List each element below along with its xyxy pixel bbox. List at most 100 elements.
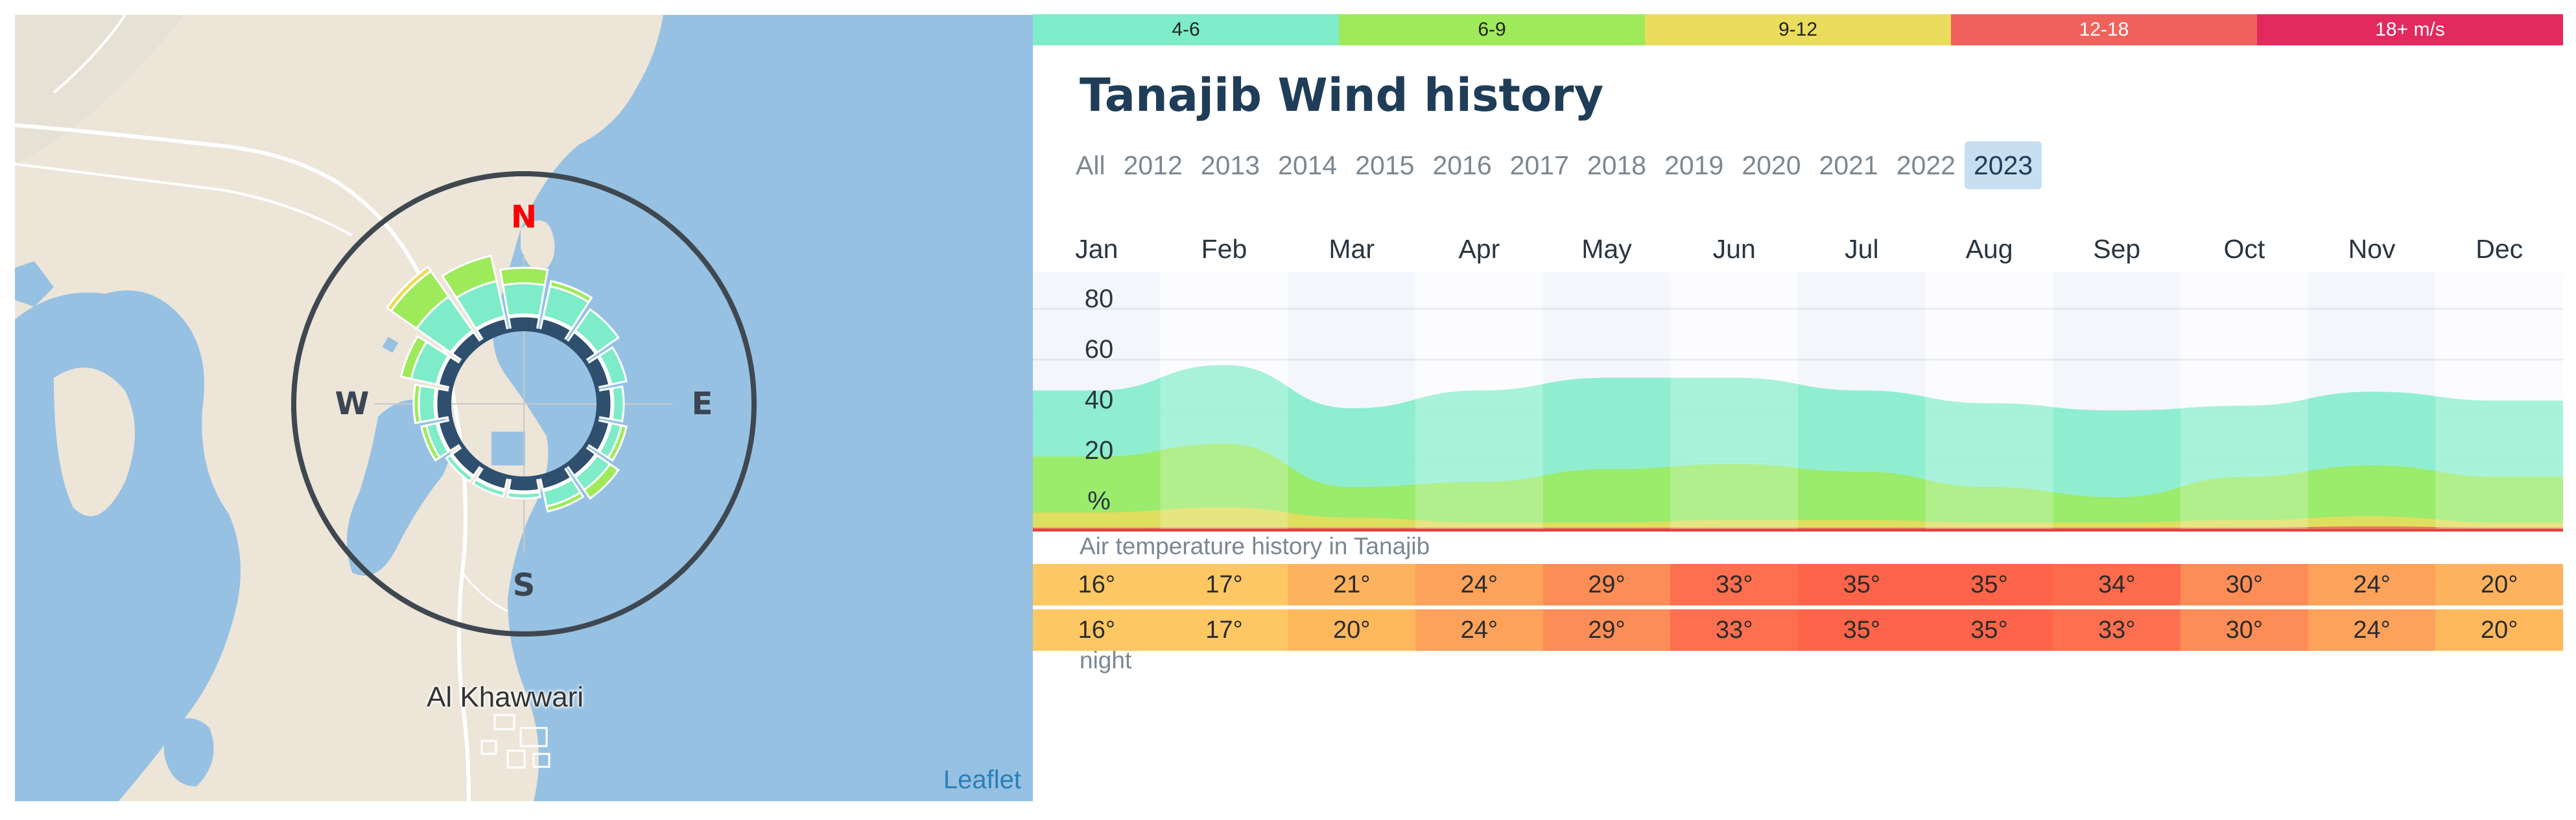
rose-petal-v69 bbox=[549, 279, 593, 304]
day-temp-may: 29° bbox=[1542, 564, 1671, 605]
y-tick-label: 20 bbox=[1085, 436, 1114, 465]
rose-petal-v46 bbox=[418, 384, 437, 423]
month-aug: Aug bbox=[1965, 234, 2013, 264]
month-nov: Nov bbox=[2348, 234, 2396, 264]
day-temp-apr: 24° bbox=[1415, 564, 1543, 605]
day-temp-dec: 20° bbox=[2435, 564, 2564, 605]
year-tab-2017[interactable]: 2017 bbox=[1509, 150, 1569, 180]
column-band bbox=[2180, 272, 2308, 529]
legend-item-4: 18+ m/s bbox=[2257, 14, 2563, 45]
year-tab-2012[interactable]: 2012 bbox=[1123, 150, 1183, 180]
area-6-9-m-s bbox=[1033, 443, 2563, 529]
night-temp-dec: 20° bbox=[2435, 609, 2564, 651]
night-temp-nov: 24° bbox=[2308, 609, 2436, 651]
day-temp-feb: 17° bbox=[1160, 564, 1288, 605]
year-tabs: All 2012 2013 2014 2015 2016 2017 2018 2019 2020 2… bbox=[1067, 141, 2042, 189]
month-oct: Oct bbox=[2223, 234, 2265, 264]
night-temp-aug: 35° bbox=[1925, 609, 2053, 651]
map-tiles bbox=[15, 15, 663, 801]
month-dec: Dec bbox=[2476, 234, 2523, 264]
rose-petal-v912 bbox=[385, 265, 432, 312]
year-tab-2021[interactable]: 2021 bbox=[1819, 150, 1878, 180]
day-temp-jan: 16° bbox=[1033, 564, 1161, 605]
year-tab-2015[interactable]: 2015 bbox=[1355, 150, 1415, 180]
column-band bbox=[1925, 272, 2053, 529]
year-tab-2018[interactable]: 2018 bbox=[1587, 150, 1647, 180]
rose-petal-v69 bbox=[441, 254, 498, 299]
night-temp-oct: 30° bbox=[2180, 609, 2308, 651]
day-temp-aug: 35° bbox=[1925, 564, 2053, 605]
rose-petal-v46 bbox=[598, 346, 628, 386]
day-temp-mar: 21° bbox=[1288, 564, 1416, 605]
year-tab-2020[interactable]: 2020 bbox=[1742, 150, 1801, 180]
day-temp-jul: 35° bbox=[1798, 564, 1926, 605]
rose-outer-ring bbox=[291, 171, 757, 637]
y-tick-label: 60 bbox=[1085, 335, 1114, 364]
rose-petal-v46 bbox=[574, 308, 620, 354]
night-temperature-row: 16° 17° 20° 24° 29° 33° 35° 35° 33° 30° 24° 20° bbox=[1033, 609, 2564, 651]
rose-petal-v69 bbox=[499, 266, 549, 287]
leaflet-attribution-link[interactable]: Leaflet bbox=[943, 766, 1021, 794]
month-apr: Apr bbox=[1458, 234, 1500, 264]
column-band bbox=[1415, 272, 1543, 529]
compass-south: S bbox=[512, 567, 536, 603]
night-temp-sep: 33° bbox=[2053, 609, 2181, 651]
place-label: Al Khawwari bbox=[427, 681, 584, 713]
month-jan: Jan bbox=[1075, 234, 1118, 264]
legend-item-0: 4-6 bbox=[1033, 14, 1339, 45]
rose-petal-v69 bbox=[420, 424, 442, 462]
month-sep: Sep bbox=[2093, 234, 2141, 264]
year-tab-2013[interactable]: 2013 bbox=[1200, 150, 1260, 180]
year-tab-2023[interactable]: 2023 bbox=[1964, 141, 2042, 189]
speed-legend: 4-6 6-9 9-12 12-18 18+ m/s bbox=[1033, 14, 2563, 45]
compass-north: N bbox=[510, 199, 538, 235]
month-feb: Feb bbox=[1201, 234, 1247, 264]
wind-rose bbox=[291, 171, 757, 637]
rose-petal-v69 bbox=[606, 424, 628, 462]
y-tick-label: % bbox=[1087, 487, 1111, 515]
night-temp-apr: 24° bbox=[1415, 609, 1543, 651]
month-mar: Mar bbox=[1329, 234, 1375, 264]
temperature-title: Air temperature history in Tanajib bbox=[1080, 533, 1430, 559]
rose-petal-v69 bbox=[582, 462, 620, 500]
day-temp-sep: 34° bbox=[2053, 564, 2181, 605]
year-tab-2022[interactable]: 2022 bbox=[1896, 150, 1956, 180]
y-tick-label: 80 bbox=[1085, 285, 1114, 313]
rose-petal-v46 bbox=[471, 478, 506, 498]
month-may: May bbox=[1581, 234, 1632, 264]
night-label: night bbox=[1080, 647, 1132, 674]
night-temp-jul: 35° bbox=[1798, 609, 1926, 651]
wind-history-chart: 80 60 40 20% bbox=[1033, 272, 2563, 532]
rose-petal-v69 bbox=[412, 383, 422, 425]
rose-petal-v46 bbox=[501, 282, 547, 317]
year-tab-2019[interactable]: 2019 bbox=[1664, 150, 1724, 180]
compass-east: E bbox=[691, 386, 713, 422]
day-temp-oct: 30° bbox=[2180, 564, 2308, 605]
day-temperature-row: 16° 17° 21° 24° 29° 33° 35° 35° 34° 30° 24° 20° bbox=[1033, 564, 2564, 605]
rose-petal-v46 bbox=[506, 491, 542, 500]
page-title: Tanajib Wind history bbox=[1080, 69, 1604, 122]
year-tab-2014[interactable]: 2014 bbox=[1278, 150, 1338, 180]
night-temp-feb: 17° bbox=[1160, 609, 1288, 651]
rose-petal-v46 bbox=[611, 385, 625, 423]
year-tab-2016[interactable]: 2016 bbox=[1432, 150, 1492, 180]
rose-petal-v69 bbox=[399, 334, 428, 381]
compass-west: W bbox=[335, 386, 370, 422]
wind-map[interactable]: N E S W Al Khawwari Leaflet bbox=[15, 15, 1033, 801]
y-tick-label: 40 bbox=[1085, 386, 1114, 414]
year-tab-all[interactable]: All bbox=[1076, 150, 1105, 180]
rose-inner-circle bbox=[447, 327, 600, 480]
rose-petal-v46 bbox=[445, 454, 474, 483]
column-band bbox=[2435, 272, 2563, 529]
night-temp-mar: 20° bbox=[1288, 609, 1416, 651]
column-band bbox=[1160, 272, 1288, 529]
night-temp-jan: 16° bbox=[1033, 609, 1161, 651]
column-band bbox=[1670, 272, 1798, 529]
area-9-12-m-s bbox=[1033, 507, 2563, 529]
month-jul: Jul bbox=[1845, 234, 1879, 264]
night-temp-jun: 33° bbox=[1670, 609, 1799, 651]
legend-item-3: 12-18 bbox=[1951, 14, 2257, 45]
legend-item-2: 9-12 bbox=[1645, 14, 1951, 45]
day-temp-nov: 24° bbox=[2308, 564, 2436, 605]
day-temp-jun: 33° bbox=[1670, 564, 1799, 605]
